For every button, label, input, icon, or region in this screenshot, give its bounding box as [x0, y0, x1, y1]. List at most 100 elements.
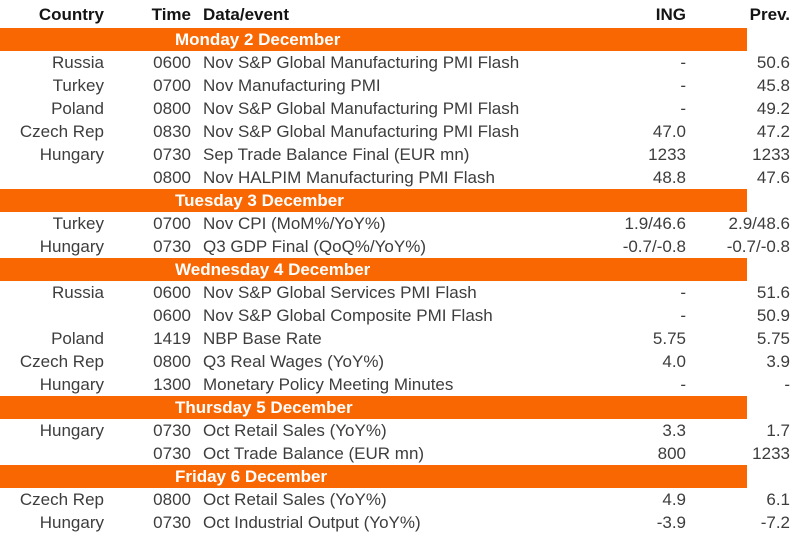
cell-event: Nov Manufacturing PMI [203, 75, 381, 95]
cell-time: 0730 [153, 420, 191, 440]
cell-time: 0730 [153, 236, 191, 256]
cell-prev: 47.6 [756, 167, 790, 187]
table-row: Czech Rep 0830 Nov S&P Global Manufacturin… [0, 120, 800, 143]
cell-prev: 49.2 [756, 98, 790, 118]
cell-country: Hungary [39, 236, 104, 256]
cell-country: Czech Rep [19, 121, 104, 141]
cell-prev: 47.2 [756, 121, 790, 141]
header-row: Country Time Data/event ING Prev. [0, 2, 800, 28]
cell-ing: -0.7/-0.8 [622, 236, 686, 256]
cell-event: Oct Industrial Output (YoY%) [203, 512, 421, 532]
cell-event: Oct Trade Balance (EUR mn) [203, 443, 425, 463]
table-row: Hungary 0730 Oct Industrial Output (YoY%) -… [0, 511, 800, 534]
cell-prev: - [784, 374, 790, 394]
table-row: Poland 0800 Nov S&P Global Manufacturing P… [0, 97, 800, 120]
cell-event: Monetary Policy Meeting Minutes [203, 374, 454, 394]
cell-prev: 5.75 [756, 328, 790, 348]
day-band-row: Thursday 5 December [0, 396, 800, 419]
cell-country: Poland [51, 98, 104, 118]
cell-event: Nov S&P Global Manufacturing PMI Flash [203, 121, 520, 141]
calendar-body: Monday 2 December Russia 0600 Nov S&P Globa… [0, 28, 800, 534]
cell-ing: 4.0 [662, 351, 686, 371]
cell-ing: 5.75 [652, 328, 686, 348]
cell-ing: - [680, 52, 686, 72]
column-header-time: Time [151, 5, 191, 24]
cell-event: Nov CPI (MoM%/YoY%) [203, 213, 386, 233]
cell-country: Turkey [52, 75, 104, 95]
table-row: Czech Rep 0800 Oct Retail Sales (YoY%) 4.9 6… [0, 488, 800, 511]
cell-event: Nov HALPIM Manufacturing PMI Flash [203, 167, 495, 187]
table-row: Russia 0600 Nov S&P Global Services PMI Fl… [0, 281, 800, 304]
table-row: Russia 0600 Nov S&P Global Manufacturing P… [0, 51, 800, 74]
cell-country: Poland [51, 328, 104, 348]
cell-time: 0800 [153, 167, 191, 187]
day-band-label: Monday 2 December [0, 28, 800, 51]
table-row: Hungary 0730 Sep Trade Balance Final (EUR … [0, 143, 800, 166]
cell-ing: 4.9 [662, 489, 686, 509]
table-row: Turkey 0700 Nov Manufacturing PMI - 45.8 [0, 74, 800, 97]
cell-country: Hungary [39, 144, 104, 164]
table-row: Czech Rep 0800 Q3 Real Wages (YoY%) 4.0 3.9 [0, 350, 800, 373]
cell-time: 0800 [153, 98, 191, 118]
day-band-label: Tuesday 3 December [0, 189, 800, 212]
cell-prev: 1233 [752, 443, 790, 463]
table-row: Hungary 0730 Oct Retail Sales (YoY%) 3.3 1.7 [0, 419, 800, 442]
table-row: 0800 Nov HALPIM Manufacturing PMI Flash 48… [0, 166, 800, 189]
cell-event: Nov S&P Global Services PMI Flash [203, 282, 477, 302]
cell-country [0, 166, 110, 189]
cell-time: 0800 [153, 489, 191, 509]
table-row: Poland 1419 NBP Base Rate 5.75 5.75 [0, 327, 800, 350]
cell-time: 0600 [153, 305, 191, 325]
cell-event: NBP Base Rate [203, 328, 322, 348]
cell-country: Hungary [39, 374, 104, 394]
column-header-country: Country [38, 5, 104, 24]
day-band-row: Monday 2 December [0, 28, 800, 51]
cell-country: Russia [52, 282, 104, 302]
day-band-row: Tuesday 3 December [0, 189, 800, 212]
cell-time: 0600 [153, 282, 191, 302]
table-row: Hungary 0730 Q3 GDP Final (QoQ%/YoY%) -0.7/… [0, 235, 800, 258]
cell-prev: 3.9 [766, 351, 790, 371]
table-row: Turkey 0700 Nov CPI (MoM%/YoY%) 1.9/46.6 2.9… [0, 212, 800, 235]
table-row: 0730 Oct Trade Balance (EUR mn) 800 1233 [0, 442, 800, 465]
cell-ing: 47.0 [652, 121, 686, 141]
cell-ing: - [680, 75, 686, 95]
cell-country [0, 304, 110, 327]
cell-prev: 2.9/48.6 [728, 213, 790, 233]
cell-event: Nov S&P Global Manufacturing PMI Flash [203, 98, 520, 118]
cell-country: Czech Rep [19, 489, 104, 509]
cell-prev: 6.1 [766, 489, 790, 509]
cell-prev: 1233 [752, 144, 790, 164]
cell-event: Sep Trade Balance Final (EUR mn) [203, 144, 470, 164]
cell-prev: 50.6 [756, 52, 790, 72]
cell-prev: 50.9 [756, 305, 790, 325]
cell-ing: -3.9 [656, 512, 686, 532]
column-header-prev: Prev. [749, 5, 790, 24]
cell-country: Russia [52, 52, 104, 72]
cell-ing: 1233 [648, 144, 686, 164]
cell-ing: - [680, 374, 686, 394]
day-band-row: Wednesday 4 December [0, 258, 800, 281]
cell-time: 1419 [153, 328, 191, 348]
cell-country [0, 442, 110, 465]
cell-event: Oct Retail Sales (YoY%) [203, 420, 387, 440]
cell-event: Oct Retail Sales (YoY%) [203, 489, 387, 509]
cell-country: Czech Rep [19, 351, 104, 371]
day-band-label: Wednesday 4 December [0, 258, 800, 281]
cell-time: 0730 [153, 512, 191, 532]
cell-ing: 800 [657, 443, 686, 463]
cell-country: Hungary [39, 420, 104, 440]
cell-time: 0730 [153, 443, 191, 463]
cell-event: Nov S&P Global Manufacturing PMI Flash [203, 52, 520, 72]
cell-prev: -7.2 [760, 512, 790, 532]
cell-ing: 3.3 [662, 420, 686, 440]
cell-prev: 45.8 [756, 75, 790, 95]
cell-ing: - [680, 98, 686, 118]
day-band-label: Thursday 5 December [0, 396, 800, 419]
cell-prev: 1.7 [766, 420, 790, 440]
column-header-data-event: Data/event [203, 5, 289, 24]
table-row: Hungary 1300 Monetary Policy Meeting Minut… [0, 373, 800, 396]
cell-time: 0600 [153, 52, 191, 72]
cell-time: 0730 [153, 144, 191, 164]
day-band-row: Friday 6 December [0, 465, 800, 488]
